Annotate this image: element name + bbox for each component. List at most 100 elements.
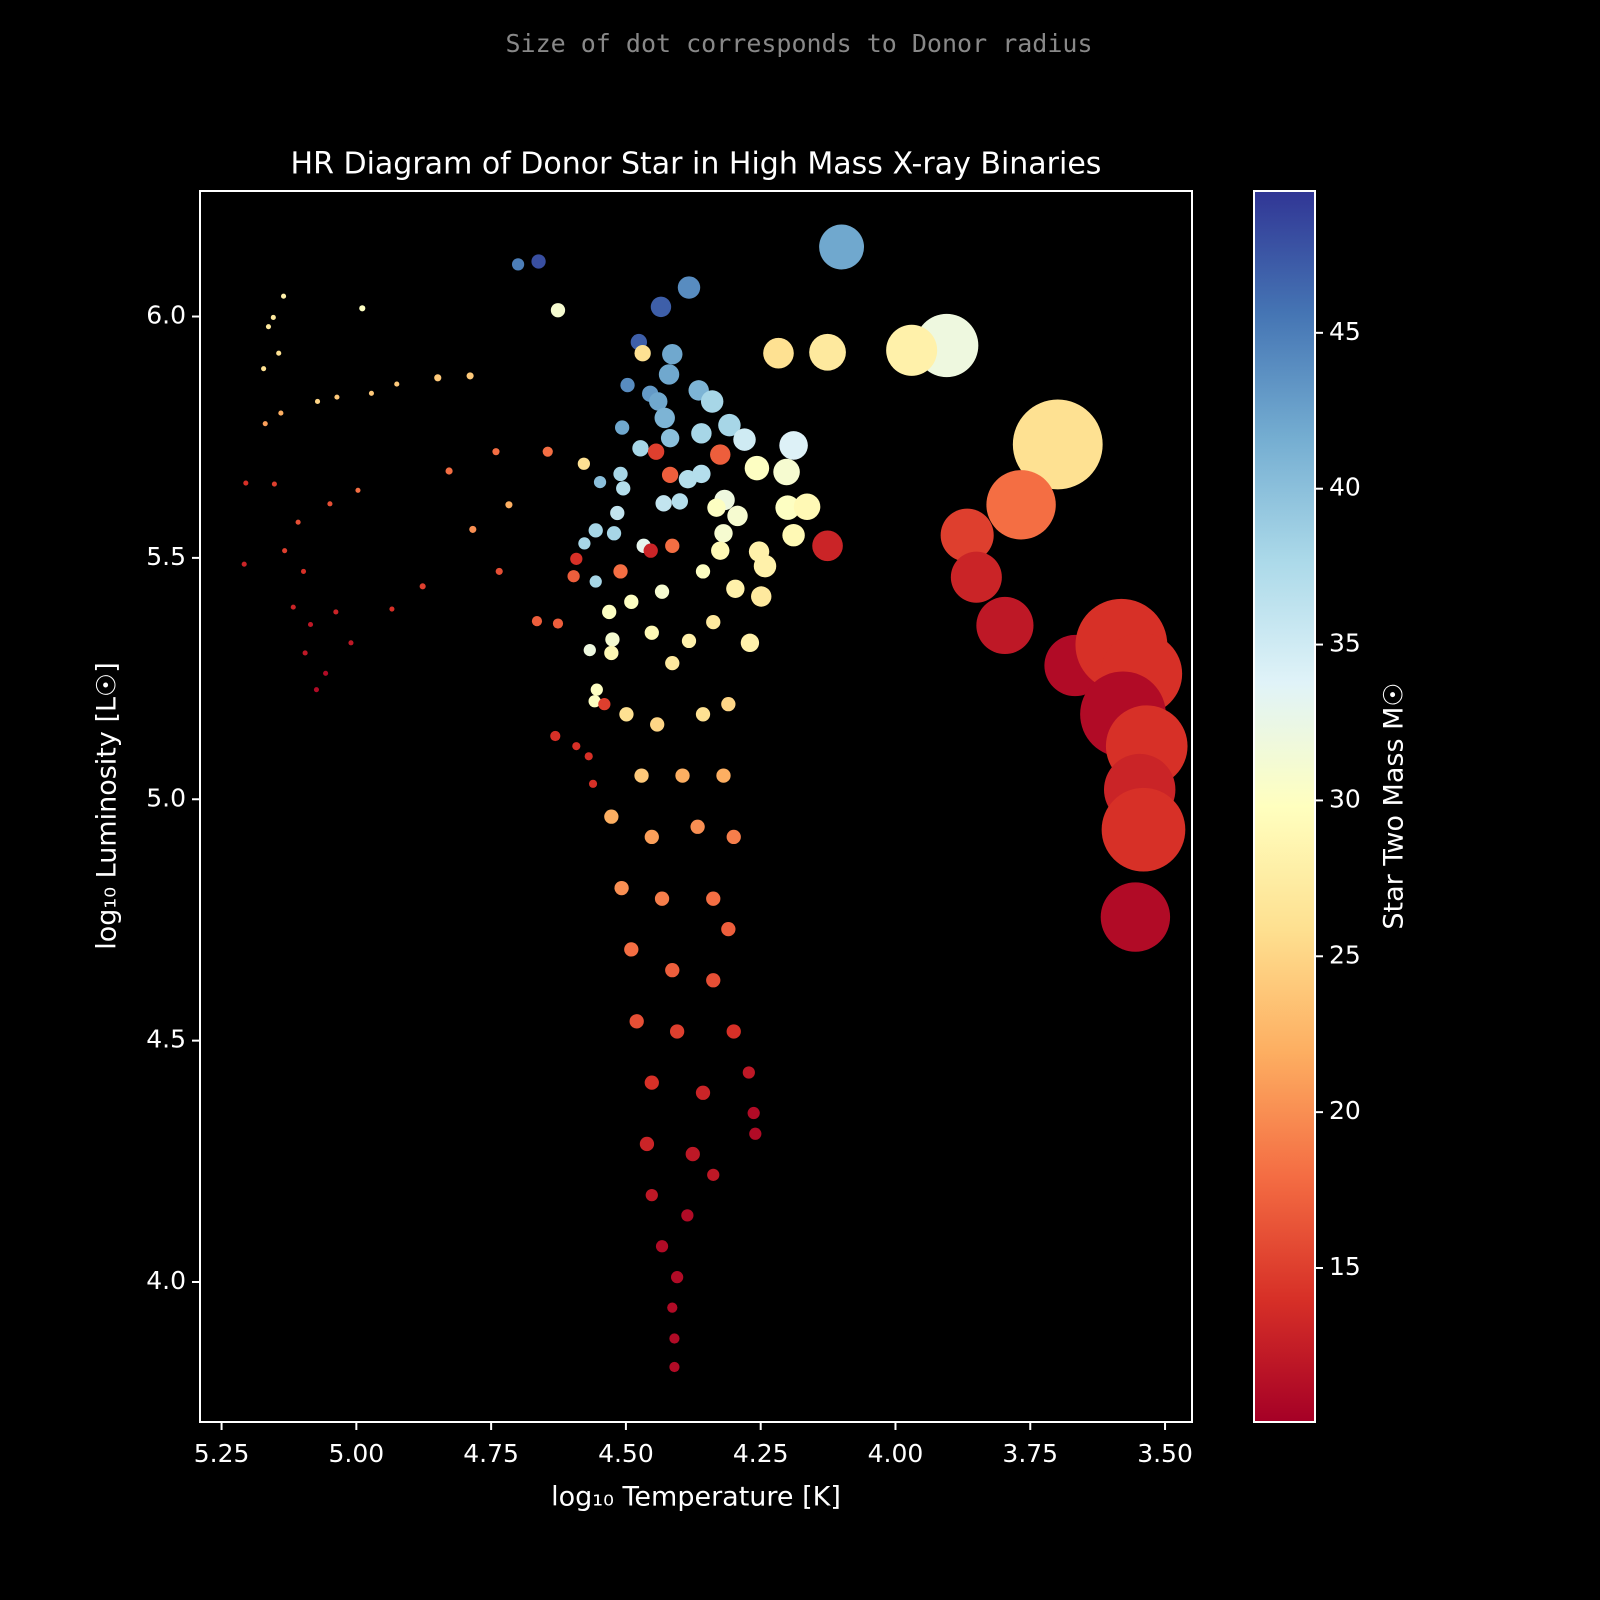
data-point bbox=[721, 697, 736, 712]
data-point bbox=[644, 829, 659, 845]
data-point bbox=[634, 768, 649, 783]
data-point bbox=[624, 942, 639, 957]
data-point bbox=[552, 618, 564, 629]
data-point bbox=[590, 683, 603, 696]
data-point bbox=[671, 1271, 684, 1284]
data-point bbox=[727, 505, 748, 527]
data-point bbox=[613, 564, 628, 579]
y-tick-label: 5.5 bbox=[146, 542, 186, 571]
data-point bbox=[660, 428, 680, 448]
data-point bbox=[644, 1075, 659, 1090]
data-point bbox=[718, 413, 741, 437]
data-point bbox=[466, 372, 474, 380]
data-point bbox=[658, 364, 680, 385]
data-point bbox=[665, 538, 680, 553]
data-point bbox=[323, 670, 329, 676]
data-point bbox=[550, 730, 561, 742]
data-point bbox=[614, 420, 630, 435]
data-point bbox=[261, 366, 267, 372]
data-point bbox=[588, 695, 601, 708]
data-point bbox=[1012, 399, 1103, 490]
data-point bbox=[733, 428, 756, 451]
data-point bbox=[624, 594, 639, 609]
data-point bbox=[241, 561, 247, 567]
data-point bbox=[550, 303, 566, 318]
data-point bbox=[605, 632, 620, 647]
data-point bbox=[445, 467, 453, 475]
data-point bbox=[669, 1333, 680, 1344]
data-point bbox=[649, 392, 668, 411]
data-point bbox=[314, 398, 321, 405]
data-point bbox=[707, 498, 726, 517]
y-tick-label: 6.0 bbox=[146, 301, 186, 330]
chart-title: HR Diagram of Donor Star in High Mass X-… bbox=[291, 147, 1102, 182]
data-point bbox=[593, 475, 607, 489]
data-point bbox=[690, 819, 705, 834]
data-point bbox=[295, 519, 301, 525]
plot-area bbox=[241, 224, 1188, 1373]
data-point bbox=[577, 457, 590, 470]
data-point bbox=[614, 880, 629, 896]
data-point bbox=[749, 1127, 762, 1140]
y-tick-label: 4.0 bbox=[146, 1266, 186, 1295]
data-point bbox=[570, 552, 583, 565]
data-point bbox=[389, 606, 395, 612]
subtitle: Size of dot corresponds to Donor radius bbox=[506, 29, 1093, 58]
data-point bbox=[300, 568, 307, 574]
colorbar-frame bbox=[1253, 190, 1316, 1423]
data-point bbox=[281, 293, 287, 299]
data-point bbox=[669, 1024, 685, 1039]
data-point bbox=[495, 567, 503, 575]
data-point bbox=[819, 224, 865, 270]
data-point bbox=[716, 768, 731, 783]
data-point bbox=[647, 443, 665, 460]
data-point bbox=[469, 525, 477, 533]
data-point bbox=[634, 345, 651, 362]
data-point bbox=[588, 779, 598, 788]
data-point bbox=[742, 1066, 755, 1079]
data-point bbox=[671, 493, 688, 510]
data-point bbox=[282, 548, 288, 554]
data-point bbox=[976, 596, 1034, 655]
data-point bbox=[747, 1106, 760, 1120]
data-point bbox=[368, 390, 374, 396]
data-point bbox=[695, 564, 711, 579]
data-point bbox=[1101, 787, 1186, 872]
data-point bbox=[505, 501, 513, 509]
data-point bbox=[695, 707, 711, 722]
x-tick-label: 4.25 bbox=[733, 1439, 789, 1468]
data-point bbox=[589, 575, 602, 588]
data-point bbox=[302, 650, 308, 656]
data-point bbox=[793, 493, 821, 520]
x-tick-label: 4.00 bbox=[868, 1439, 924, 1468]
data-point bbox=[290, 604, 296, 610]
data-point bbox=[650, 717, 665, 732]
colorbar-tick-label: 40 bbox=[1329, 473, 1361, 502]
data-point bbox=[677, 276, 701, 299]
x-tick-label: 5.00 bbox=[329, 1439, 385, 1468]
data-point bbox=[531, 254, 546, 269]
data-point bbox=[678, 470, 698, 489]
data-point bbox=[542, 446, 553, 457]
colorbar-tick-label: 35 bbox=[1329, 629, 1361, 658]
colorbar-tick-label: 30 bbox=[1329, 784, 1361, 813]
data-point bbox=[334, 394, 340, 400]
colorbar-tick-label: 15 bbox=[1329, 1252, 1361, 1281]
data-point bbox=[511, 258, 525, 271]
data-point bbox=[726, 1024, 741, 1039]
data-point bbox=[639, 1136, 655, 1152]
data-point bbox=[307, 621, 314, 628]
x-tick-label: 3.50 bbox=[1137, 1439, 1193, 1468]
data-point bbox=[604, 645, 619, 661]
data-point bbox=[629, 1014, 644, 1029]
data-point bbox=[434, 374, 442, 382]
data-point bbox=[782, 523, 805, 547]
data-point bbox=[665, 963, 680, 978]
data-point bbox=[710, 444, 731, 465]
data-point bbox=[691, 423, 712, 444]
data-point bbox=[327, 501, 333, 507]
data-point bbox=[665, 655, 680, 671]
data-point bbox=[706, 891, 721, 906]
data-point bbox=[606, 526, 622, 541]
